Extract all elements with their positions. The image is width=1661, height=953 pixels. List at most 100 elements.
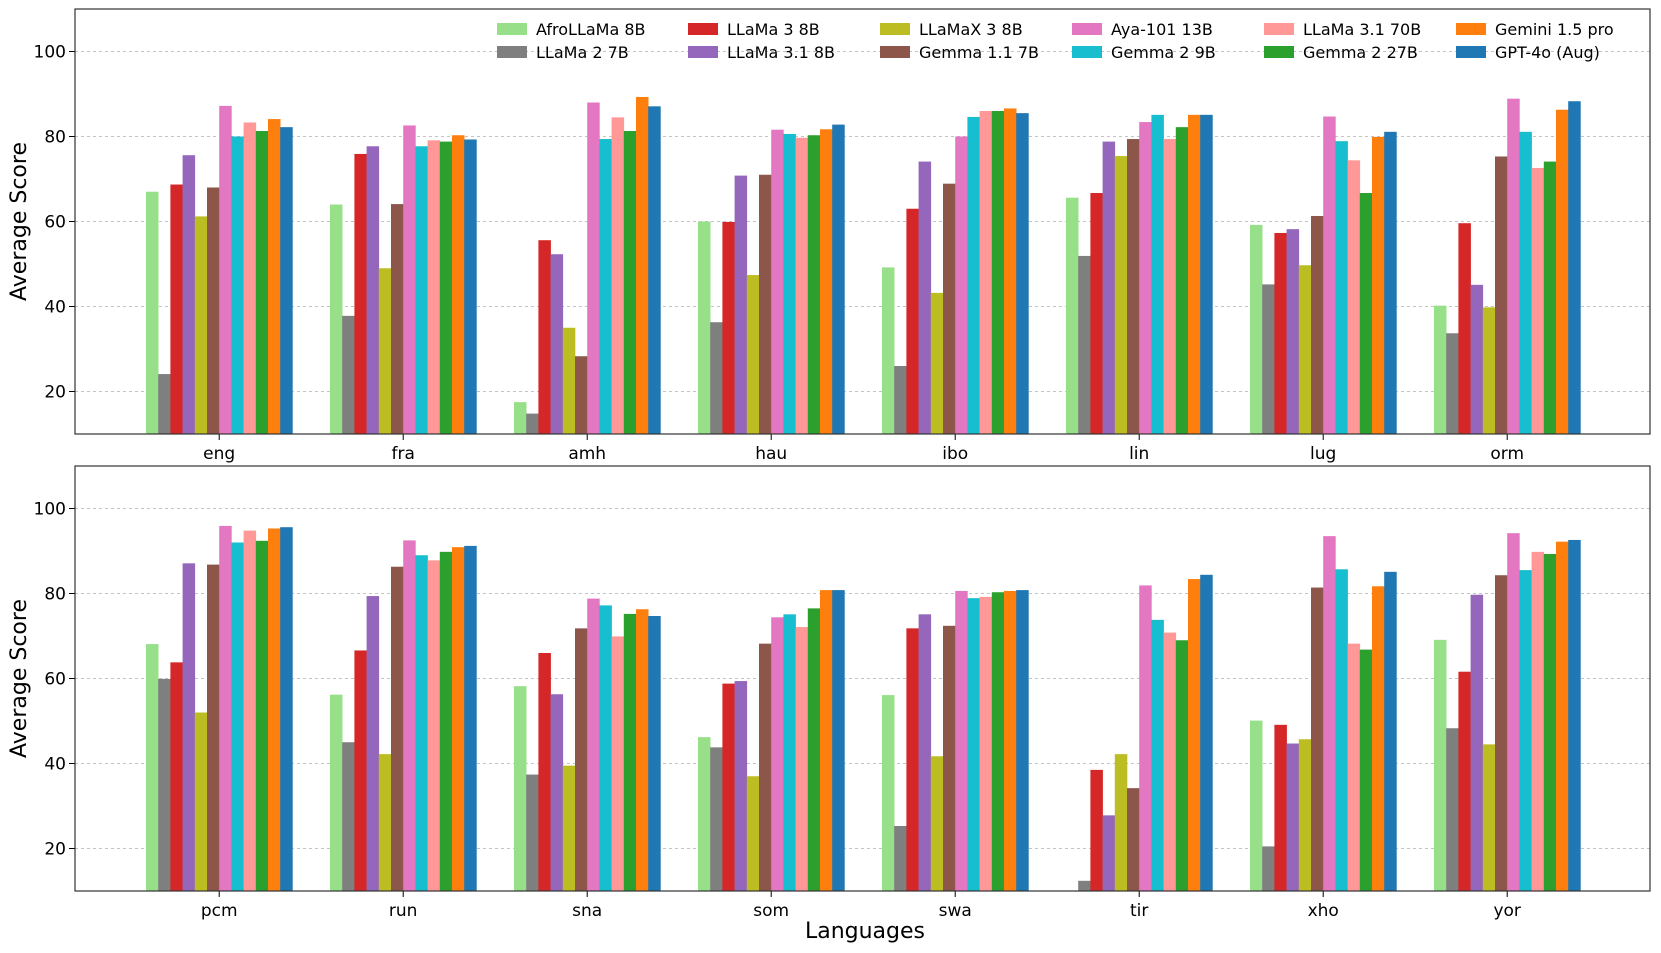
legend-label: LLaMaX 3 8B <box>919 20 1023 39</box>
bar-swa-gemini-1-5-pro <box>1004 590 1017 891</box>
bar-lug-gemma-1-1-7b <box>1311 215 1324 434</box>
x-tick-label: orm <box>1490 444 1524 464</box>
bar-lug-afrollama-8b <box>1250 224 1263 434</box>
bar-lug-gemma-2-27b <box>1359 193 1373 434</box>
bar-xho-aya-101-13b <box>1323 536 1336 892</box>
bar-yor-gemma-2-9b <box>1519 570 1532 892</box>
bar-pcm-llamax-3-8b <box>194 712 208 891</box>
legend-label: LLaMa 3.1 70B <box>1303 20 1421 39</box>
legend-swatch <box>688 46 718 58</box>
bar-pcm-llama-3-1-8b <box>182 563 196 891</box>
bar-fra-gemma-2-9b <box>415 146 428 434</box>
bar-xho-llama-3-8b <box>1274 724 1287 891</box>
legend-swatch <box>497 46 527 58</box>
bar-ibo-llama-2-7b <box>894 366 907 434</box>
bar-hau-llama-2-7b <box>710 322 723 434</box>
legend-label: Aya-101 13B <box>1111 20 1213 39</box>
bar-pcm-aya-101-13b <box>219 525 232 891</box>
bar-run-llama-3-8b <box>354 650 367 891</box>
bar-yor-afrollama-8b <box>1434 639 1447 891</box>
bar-som-gemma-1-1-7b <box>759 643 772 891</box>
bar-ibo-llama-3-1-8b <box>918 161 932 434</box>
bar-lug-llama-2-7b <box>1262 284 1275 434</box>
bar-xho-llama-2-7b <box>1262 846 1275 892</box>
bar-swa-gemma-2-9b <box>967 598 980 891</box>
bar-hau-llamax-3-8b <box>746 275 760 434</box>
legend: AfroLLaMa 8B LLaMa 2 7B LLaMa 3 8B LLaMa 3.… <box>497 20 1614 62</box>
bar-amh-gemma-2-27b <box>623 130 637 435</box>
bar-ibo-afrollama-8b <box>882 267 895 434</box>
legend-label: Gemini 1.5 pro <box>1495 20 1614 39</box>
bar-ibo-gpt-4o-aug <box>1016 113 1029 435</box>
bar-swa-afrollama-8b <box>882 695 895 891</box>
bar-som-gemini-1-5-pro <box>820 590 833 891</box>
bar-pcm-gemma-2-27b <box>255 540 269 891</box>
bar-run-gpt-4o-aug <box>464 545 477 891</box>
plot-frame <box>74 465 1651 892</box>
bar-som-gpt-4o-aug <box>832 590 845 891</box>
bar-amh-gemma-2-9b <box>599 139 612 435</box>
bar-run-gemma-1-1-7b <box>391 566 404 891</box>
bar-eng-aya-101-13b <box>219 105 232 435</box>
legend-swatch <box>1264 46 1294 58</box>
bar-xho-gemma-2-27b <box>1359 649 1373 891</box>
bar-tir-llama-2-7b <box>1078 880 1091 891</box>
bar-ibo-aya-101-13b <box>955 136 968 434</box>
bar-orm-llama-3-8b <box>1458 223 1471 434</box>
bar-run-llama-3-1-70b <box>427 560 441 891</box>
bar-lin-llama-3-8b <box>1090 193 1103 434</box>
x-tick-label: amh <box>568 444 606 464</box>
bar-ibo-llama-3-8b <box>906 208 919 434</box>
legend-swatch <box>688 23 718 35</box>
bar-xho-gpt-4o-aug <box>1384 571 1397 891</box>
bar-ibo-gemini-1-5-pro <box>1004 108 1017 434</box>
y-tick-label: 80 <box>44 128 66 148</box>
bar-tir-llama-3-8b <box>1090 769 1103 892</box>
bar-orm-aya-101-13b <box>1507 98 1520 435</box>
bar-run-llamax-3-8b <box>378 754 392 891</box>
legend-swatch <box>1072 46 1102 58</box>
bar-som-llama-2-7b <box>710 747 723 891</box>
bar-lin-gemma-1-1-7b <box>1127 139 1140 435</box>
bar-lin-llamax-3-8b <box>1114 156 1128 435</box>
bar-hau-gemma-2-9b <box>783 133 796 434</box>
legend-swatch <box>1072 23 1102 35</box>
y-tick-label: 100 <box>34 43 66 63</box>
bar-hau-llama-3-8b <box>722 221 735 434</box>
bar-eng-gpt-4o-aug <box>280 127 293 435</box>
bar-ibo-llama-3-1-70b <box>979 111 993 434</box>
bar-amh-llama-3-1-70b <box>611 117 625 435</box>
x-tick-label: lin <box>1129 444 1149 464</box>
bar-som-gemma-2-9b <box>783 614 796 891</box>
bar-som-llamax-3-8b <box>746 776 760 891</box>
bar-amh-afrollama-8b <box>514 402 527 435</box>
bar-yor-llama-3-8b <box>1458 671 1471 891</box>
bar-swa-llama-2-7b <box>894 825 907 891</box>
x-tick-label: ibo <box>942 444 968 464</box>
bar-orm-llama-3-1-70b <box>1531 167 1545 434</box>
bar-som-afrollama-8b <box>698 737 711 891</box>
bar-lug-llama-3-1-70b <box>1347 160 1361 435</box>
bar-lug-gemini-1-5-pro <box>1372 136 1385 435</box>
bar-yor-gemma-2-27b <box>1543 553 1557 891</box>
x-tick-label: xho <box>1308 901 1339 921</box>
x-tick-label: fra <box>391 444 414 464</box>
bar-lin-llama-3-1-70b <box>1163 139 1177 435</box>
bar-hau-gemini-1-5-pro <box>820 129 833 434</box>
bar-swa-gemma-2-27b <box>991 592 1005 891</box>
bar-tir-gemma-1-1-7b <box>1127 788 1140 891</box>
bar-lug-llamax-3-8b <box>1298 265 1312 434</box>
bar-hau-gemma-2-27b <box>807 135 821 435</box>
bar-lin-aya-101-13b <box>1139 122 1152 435</box>
bar-xho-llama-3-1-70b <box>1347 643 1361 891</box>
legend-swatch <box>880 23 910 35</box>
bar-sna-gpt-4o-aug <box>648 616 661 891</box>
bar-eng-llama-3-1-70b <box>243 122 257 434</box>
bar-amh-llamax-3-8b <box>562 327 576 434</box>
bar-xho-llama-3-1-8b <box>1286 743 1300 891</box>
bar-yor-gemma-1-1-7b <box>1495 575 1508 891</box>
x-tick-label: tir <box>1130 901 1148 921</box>
bar-amh-llama-3-1-8b <box>550 254 564 434</box>
bar-xho-gemini-1-5-pro <box>1372 586 1385 891</box>
